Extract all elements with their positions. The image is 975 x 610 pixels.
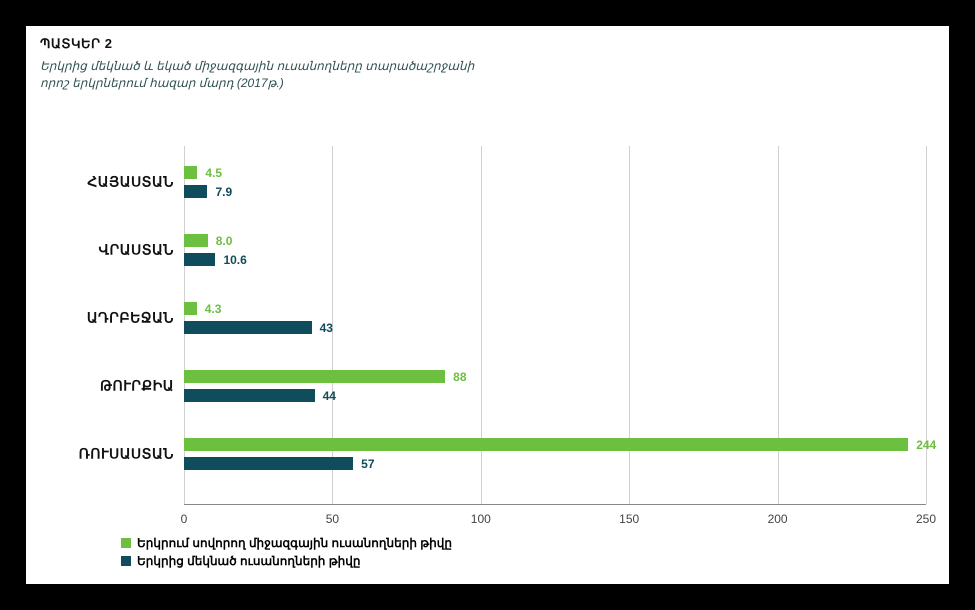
x-tick-label: 200 <box>768 512 788 526</box>
bar-value-label: 88 <box>453 370 466 384</box>
bar-value-label: 10.6 <box>223 253 246 267</box>
legend-label: Երկրից մեկնած ուսանողների թիվը <box>137 554 360 568</box>
category-label: ԹՈՒՐՔԻԱ <box>100 378 174 395</box>
bar <box>184 234 208 247</box>
bar <box>184 166 197 179</box>
bar-value-label: 4.3 <box>205 302 222 316</box>
bar <box>184 321 312 334</box>
page: ՊԱՏԿԵՐ 2 Երկրից մեկնած և եկած միջազգային… <box>26 26 949 584</box>
bar <box>184 302 197 315</box>
bar <box>184 370 445 383</box>
bar-value-label: 43 <box>320 321 333 335</box>
bar-value-label: 44 <box>323 389 336 403</box>
bar <box>184 457 353 470</box>
bar <box>184 253 215 266</box>
category-label: ՌՈՒՍԱՍՏԱՆ <box>79 446 174 463</box>
legend-label: Երկրում սովորող միջազգային ուսանողների թ… <box>137 536 452 550</box>
bar-value-label: 57 <box>361 457 374 471</box>
x-tick-label: 50 <box>326 512 339 526</box>
legend-item: Երկրում սովորող միջազգային ուսանողների թ… <box>121 536 452 550</box>
chart-subtitle: Երկրից մեկնած և եկած միջազգային ուսանողն… <box>40 58 490 92</box>
legend-swatch <box>121 538 131 548</box>
bar-value-label: 244 <box>916 438 936 452</box>
legend-item: Երկրից մեկնած ուսանողների թիվը <box>121 554 452 568</box>
chart-plot-area: 0 50 100 150 200 250 ՀԱՅԱՍՏԱՆ 4.5 7.9 ՎՐԱՍՏԱՆ 8.0 1… <box>26 146 949 526</box>
bar <box>184 389 315 402</box>
x-axis <box>184 504 926 505</box>
legend: Երկրում սովորող միջազգային ուսանողների թ… <box>121 536 452 572</box>
x-tick-label: 250 <box>916 512 936 526</box>
x-tick-label: 100 <box>471 512 491 526</box>
bar <box>184 438 908 451</box>
legend-swatch <box>121 556 131 566</box>
category-label: ՎՐԱՍՏԱՆ <box>98 242 174 259</box>
x-tick-label: 150 <box>619 512 639 526</box>
bar-value-label: 8.0 <box>216 234 233 248</box>
bar <box>184 185 207 198</box>
category-label: ՀԱՅԱՍՏԱՆ <box>87 174 174 191</box>
chart-title: ՊԱՏԿԵՐ 2 <box>40 36 112 52</box>
bar-value-label: 4.5 <box>205 166 222 180</box>
x-tick-label: 0 <box>181 512 188 526</box>
category-label: ԱԴՐԲԵՋԱՆ <box>87 310 174 327</box>
bar-value-label: 7.9 <box>215 185 232 199</box>
